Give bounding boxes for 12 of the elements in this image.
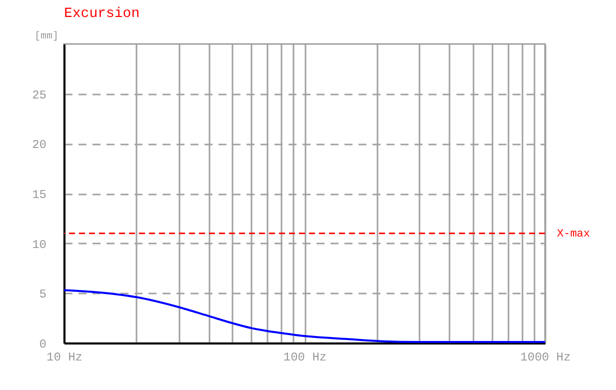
- y-tick-label: 25: [32, 88, 46, 102]
- y-tick-label: 5: [39, 288, 46, 302]
- x-tick-label: 100 Hz: [283, 350, 327, 364]
- y-tick-label: 15: [32, 188, 46, 202]
- y-tick-label: 0: [39, 338, 46, 352]
- ref-line-label: X-max: [557, 228, 590, 240]
- x-tick-label: 1000 Hz: [520, 350, 571, 364]
- y-tick-label: 10: [32, 238, 46, 252]
- x-tick-label: 10 Hz: [46, 350, 83, 364]
- y-axis-title: [mm]: [34, 30, 58, 42]
- chart-title: Excursion: [64, 6, 140, 22]
- y-tick-label: 20: [32, 138, 46, 152]
